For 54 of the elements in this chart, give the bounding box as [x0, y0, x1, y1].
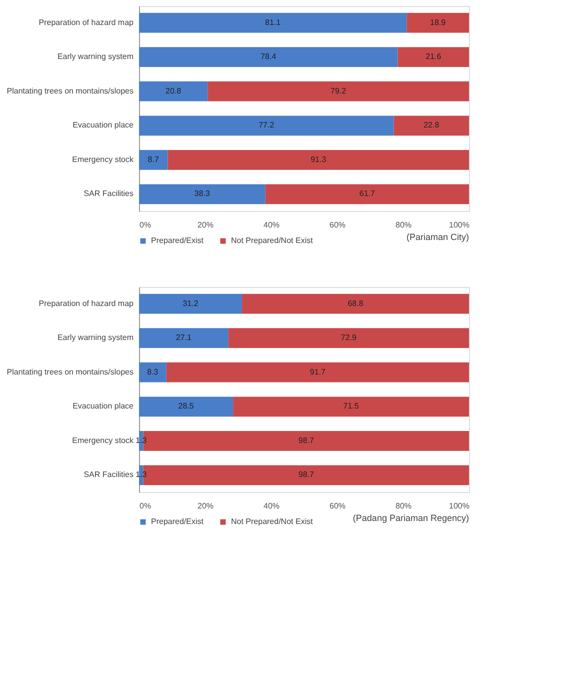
data-label: 98.7: [298, 436, 314, 445]
x-tick-label: 60%: [329, 220, 346, 230]
y-tick-label: Evacuation place: [72, 402, 134, 411]
y-tick-label: Preparation of hazard map: [38, 298, 134, 308]
data-label: 68.8: [348, 298, 364, 308]
y-tick-label: Preparation of hazard map: [38, 18, 134, 27]
x-tick-label: 80%: [395, 502, 412, 510]
data-label: 71.5: [343, 402, 360, 411]
y-tick-label: Early warning system: [57, 333, 134, 342]
y-tick-label: Early warning system: [57, 52, 134, 62]
data-label: 98.7: [298, 470, 314, 480]
data-label: 78.4: [260, 52, 277, 62]
data-label: 1.3: [136, 436, 148, 445]
y-tick-label: Plantating trees on montains/slopes: [6, 367, 134, 376]
x-tick-label: 80%: [395, 220, 412, 230]
data-label: 91.7: [310, 367, 326, 376]
data-label: 1.3: [136, 470, 148, 480]
x-tick-label: 100%: [449, 502, 470, 510]
data-label: 8.7: [148, 154, 160, 164]
data-label: 91.3: [310, 154, 327, 164]
data-label: 31.2: [182, 298, 199, 308]
data-label: 81.1: [265, 18, 282, 27]
x-tick-label: 20%: [197, 220, 214, 230]
text: (Padang Pariaman Regency): [352, 513, 469, 523]
data-label: 22.8: [424, 120, 440, 130]
data-label: 79.2: [330, 86, 347, 96]
data-label: 20.8: [166, 86, 182, 96]
y-tick-label: SAR Facilities: [84, 470, 134, 480]
data-label: 18.9: [430, 18, 446, 27]
x-tick-label: 100%: [449, 220, 470, 230]
legend-label: Prepared/Exist: [151, 517, 204, 526]
x-tick-label: 20%: [197, 502, 214, 510]
legend-label: Not Prepared/Not Exist: [231, 517, 314, 526]
data-label: 77.2: [258, 120, 275, 130]
legend-label: Not Prepared/Not Exist: [231, 236, 314, 245]
y-tick-label: Emergency stock: [72, 154, 134, 164]
x-tick-label: 40%: [263, 220, 280, 230]
data-label: 72.9: [340, 333, 358, 342]
text: (Pariaman City): [406, 232, 469, 242]
x-tick-label: 60%: [329, 502, 346, 510]
x-tick-label: 40%: [263, 502, 280, 510]
legend-label: Prepared/Exist: [151, 236, 204, 245]
data-label: 28.5: [178, 402, 194, 411]
y-tick-label: Plantating trees on montains/slopes: [6, 86, 134, 96]
y-tick-label: Evacuation place: [72, 120, 134, 130]
data-label: 27.1: [176, 333, 192, 342]
data-label: 61.7: [359, 189, 376, 198]
data-label: 21.6: [426, 52, 442, 62]
y-tick-label: Emergency stock: [72, 436, 134, 445]
x-tick-label: 0%: [140, 220, 152, 230]
x-tick-label: 0%: [140, 502, 152, 510]
y-tick-label: SAR Facilities: [84, 189, 134, 198]
data-label: 38.3: [194, 189, 211, 198]
data-label: 8.3: [147, 367, 159, 376]
